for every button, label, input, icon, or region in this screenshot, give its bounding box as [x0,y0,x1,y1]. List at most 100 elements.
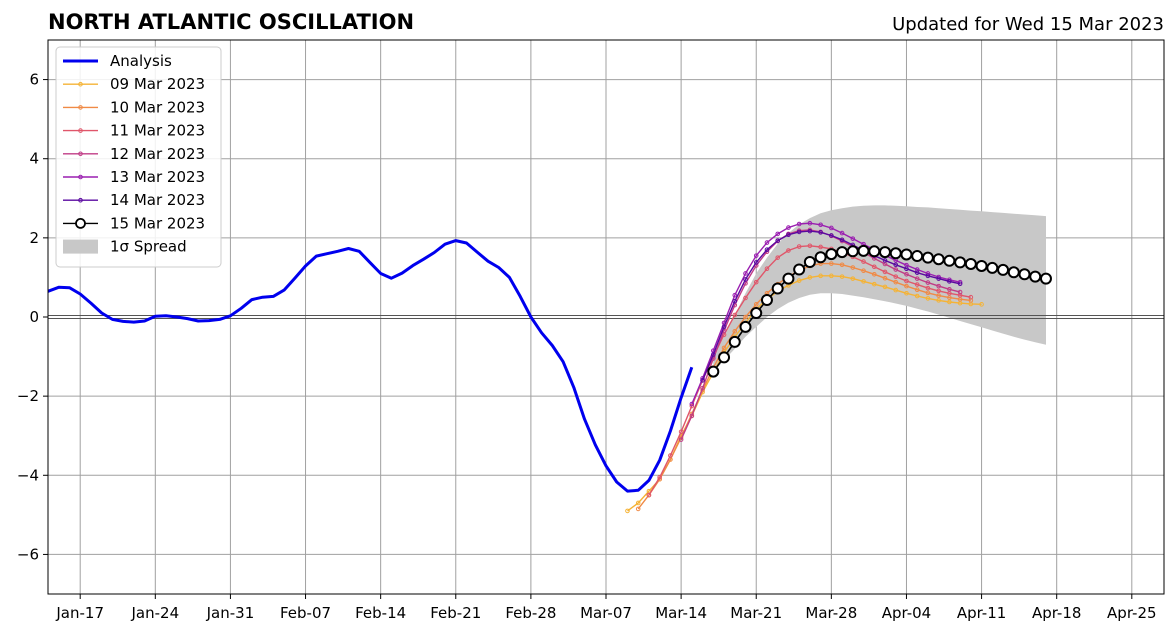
forecast-point [882,258,888,263]
forecast-point [957,279,963,285]
x-tick-label: Feb-14 [355,604,406,622]
forecast-point [732,328,738,334]
forecast-point [753,302,759,307]
forecast-point [921,251,934,264]
forecast-point [1029,270,1042,283]
forecast-point [925,290,931,296]
x-tick-label: Apr-25 [1107,604,1157,622]
legend-item: 11 Mar 2023 [63,122,205,140]
forecast-point [775,238,780,243]
forecast-point [861,259,866,264]
legend: Analysis 09 Mar 2023 10 Mar 2023 11 Mar 202… [55,46,222,268]
forecast-point [750,307,763,320]
forecast-point [775,231,780,237]
analysis-line [47,239,694,493]
forecast-point [868,245,881,258]
forecast-point [925,280,931,285]
forecast-point [893,279,899,285]
forecast-point [771,282,784,295]
chart-title: NORTH ATLANTIC OSCILLATION [48,10,414,34]
forecast-point [732,312,738,318]
forecast-point [825,248,838,261]
legend-marker [78,174,83,180]
forecast-point [968,294,974,300]
forecast-point [850,265,856,270]
forecast-point [857,244,870,257]
legend-label: 10 Mar 2023 [110,98,205,116]
forecast-point [721,345,727,351]
forecast-point [947,279,952,284]
forecast-point [728,335,741,348]
forecast-point [911,250,924,263]
forecast-point [871,271,877,277]
forecast-point [914,270,920,275]
forecast-point [803,255,816,268]
legend-marker [78,105,83,110]
forecast-point [807,243,813,249]
legend-item: 13 Mar 2023 [63,168,205,186]
forecast-point [786,232,791,237]
forecast-point [904,278,909,284]
forecast-point [936,293,941,298]
forecast-point [818,222,823,228]
forecast-point [997,263,1010,276]
forecast-point [904,271,909,277]
forecast-point [818,244,823,250]
forecast-point [814,251,827,264]
x-tick-label: Mar-07 [580,604,632,622]
legend-label: 11 Mar 2023 [110,122,205,140]
forecast-point [753,260,759,265]
forecast-point [764,247,770,253]
forecast-point [893,262,899,268]
analysis-series-layer [47,239,694,493]
x-tick-label: Mar-14 [655,604,707,622]
forecast-point [836,246,849,259]
forecast-point [796,244,802,249]
forecast-point [893,267,899,272]
y-tick-label: −2 [17,387,39,405]
forecast-point [668,453,673,458]
forecast-point [882,275,888,281]
forecast-point [904,283,909,289]
legend-swatch [63,239,98,254]
forecast-point [707,365,720,378]
forecast-point [925,285,931,291]
x-tick-label: Feb-07 [280,604,331,622]
y-tick-label: −4 [17,466,39,484]
forecast-point [882,269,888,275]
y-tick-label: 6 [29,71,39,89]
legend-item: 09 Mar 2023 [63,75,205,93]
forecast-point [829,233,834,238]
forecast-point [914,276,920,281]
legend-marker [78,128,83,133]
forecast-point [793,263,806,276]
forecast-point [986,261,999,274]
forecast-point [936,298,941,303]
forecast-point [947,295,952,300]
legend-label: 14 Mar 2023 [110,191,205,209]
forecast-point [839,274,845,279]
forecast-point [879,246,891,259]
forecast-point [718,351,731,364]
forecast-point [979,302,984,307]
forecast-point [1007,266,1020,279]
forecast-point [925,296,931,301]
forecast-point [932,253,945,266]
forecast-point [753,253,759,258]
forecast-point [900,248,913,261]
legend-marker [78,197,83,203]
forecast-point [796,221,802,227]
legend-label: Analysis [110,52,172,70]
forecast-point [678,429,684,435]
legend-marker [78,151,83,157]
forecast-point [796,278,802,283]
forecast-point [700,385,705,391]
forecast-point [743,295,748,301]
forecast-point [635,500,641,506]
forecast-point [904,290,909,296]
forecast-point [957,289,963,295]
forecast-point [1018,268,1031,281]
forecast-point [861,268,866,274]
forecast-point [954,256,967,269]
